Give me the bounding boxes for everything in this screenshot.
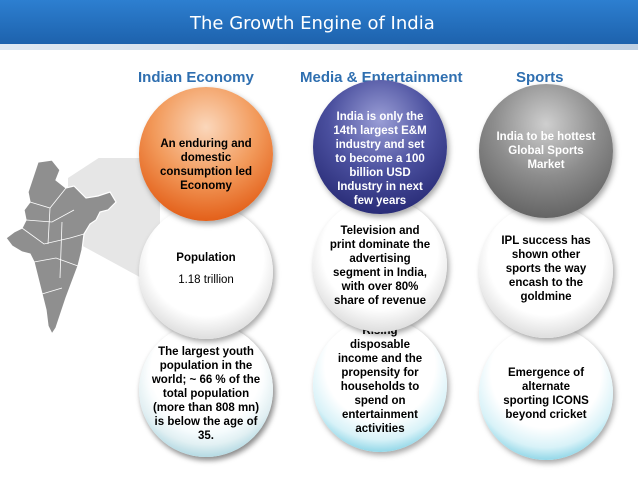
- media-tv-print-text: Television and print dominate the advert…: [329, 225, 431, 307]
- india-map-icon: [5, 158, 160, 336]
- sports-market-circle: India to be hottest Global Sports Market: [479, 84, 613, 218]
- sports-icons-text: Emergence of alternate sporting ICONS be…: [503, 367, 589, 421]
- heading-sports: Sports: [516, 69, 564, 86]
- economy-youth-glow: [139, 323, 273, 457]
- sports-icons-circle: Emergence of alternate sporting ICONS be…: [479, 326, 613, 460]
- economy-population-circle: Population 1.18 trillion: [139, 205, 273, 339]
- map-connector: [68, 158, 160, 288]
- title-bar: The Growth Engine of India: [0, 0, 638, 50]
- media-industry-text: India is only the 14th largest E&M indus…: [333, 111, 427, 207]
- economy-consumption-text: An enduring and domestic consumption led…: [160, 138, 252, 192]
- media-income-text: Rising disposable income and the propens…: [337, 325, 423, 435]
- heading-media-entertainment: Media & Entertainment: [300, 69, 463, 86]
- state-borders: [21, 187, 85, 295]
- economy-youth-overlay: The largest youth population in the worl…: [139, 323, 273, 457]
- sports-market-text: India to be hottest Global Sports Market: [496, 131, 596, 171]
- heading-indian-economy: Indian Economy: [138, 69, 254, 86]
- sports-ipl-circle: IPL success has shown other sports the w…: [479, 204, 613, 338]
- title-stripe: [0, 44, 638, 50]
- media-tv-print-circle: Television and print dominate the advert…: [313, 198, 447, 332]
- page-title: The Growth Engine of India: [190, 13, 435, 34]
- economy-youth-text-front: The largest youth population in the worl…: [151, 346, 261, 442]
- economy-consumption-circle: An enduring and domestic consumption led…: [139, 87, 273, 221]
- economy-population-label: Population: [176, 252, 236, 264]
- media-industry-circle: India is only the 14th largest E&M indus…: [313, 80, 447, 214]
- sports-ipl-text: IPL success has shown other sports the w…: [501, 235, 591, 303]
- economy-population-value: 1.18 trillion: [178, 274, 234, 286]
- media-income-circle: Rising disposable income and the propens…: [313, 318, 447, 452]
